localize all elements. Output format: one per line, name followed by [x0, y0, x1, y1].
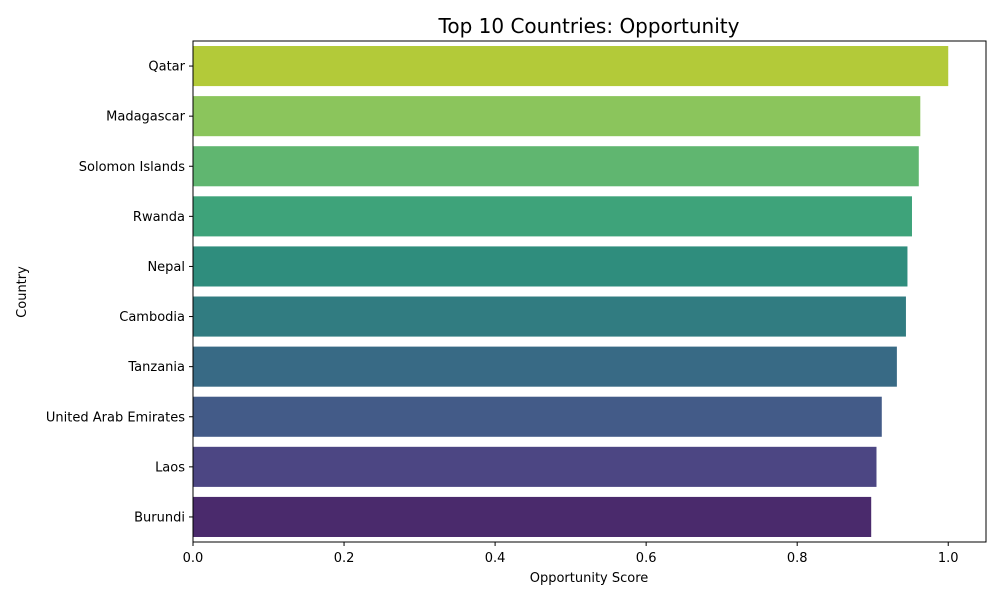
x-tick-label: 1.0 — [938, 551, 959, 566]
y-axis-ticks: Qatar Madagascar Solomon Islands Rwanda Nepa… — [46, 60, 193, 525]
bar — [193, 146, 919, 187]
x-tick-label: 0.4 — [485, 551, 506, 566]
y-tick-label: Nepal — [147, 260, 185, 275]
x-tick-label: 0.0 — [183, 551, 204, 566]
x-axis-label: Opportunity Score — [530, 571, 649, 586]
bar — [193, 46, 949, 87]
bars-group — [193, 46, 949, 537]
x-tick-label: 0.6 — [636, 551, 657, 566]
bar — [193, 296, 906, 337]
chart-title: Top 10 Countries: Opportunity — [438, 14, 740, 38]
bar — [193, 396, 882, 437]
plot-frame — [192, 40, 987, 543]
y-tick-label: Cambodia — [119, 310, 185, 325]
bar — [193, 246, 908, 287]
y-tick-label: Solomon Islands — [79, 160, 185, 175]
y-tick-label: Laos — [155, 460, 185, 475]
y-tick-label: United Arab Emirates — [46, 410, 185, 425]
bar — [193, 446, 877, 487]
x-axis-ticks: 0.0 0.2 0.4 0.6 0.8 1.0 — [183, 542, 959, 566]
bar — [193, 96, 921, 137]
x-tick-label: 0.8 — [787, 551, 808, 566]
plot-border — [192, 40, 987, 543]
y-tick-label: Burundi — [134, 510, 185, 525]
y-tick-label: Tanzania — [127, 360, 185, 375]
y-tick-label: Madagascar — [106, 110, 186, 125]
x-tick-label: 0.2 — [334, 551, 355, 566]
bar — [193, 346, 897, 387]
y-tick-label: Qatar — [148, 60, 185, 75]
bar — [193, 196, 912, 237]
y-axis-label: Country — [15, 266, 30, 318]
y-tick-label: Rwanda — [133, 210, 185, 225]
bar — [193, 496, 872, 537]
